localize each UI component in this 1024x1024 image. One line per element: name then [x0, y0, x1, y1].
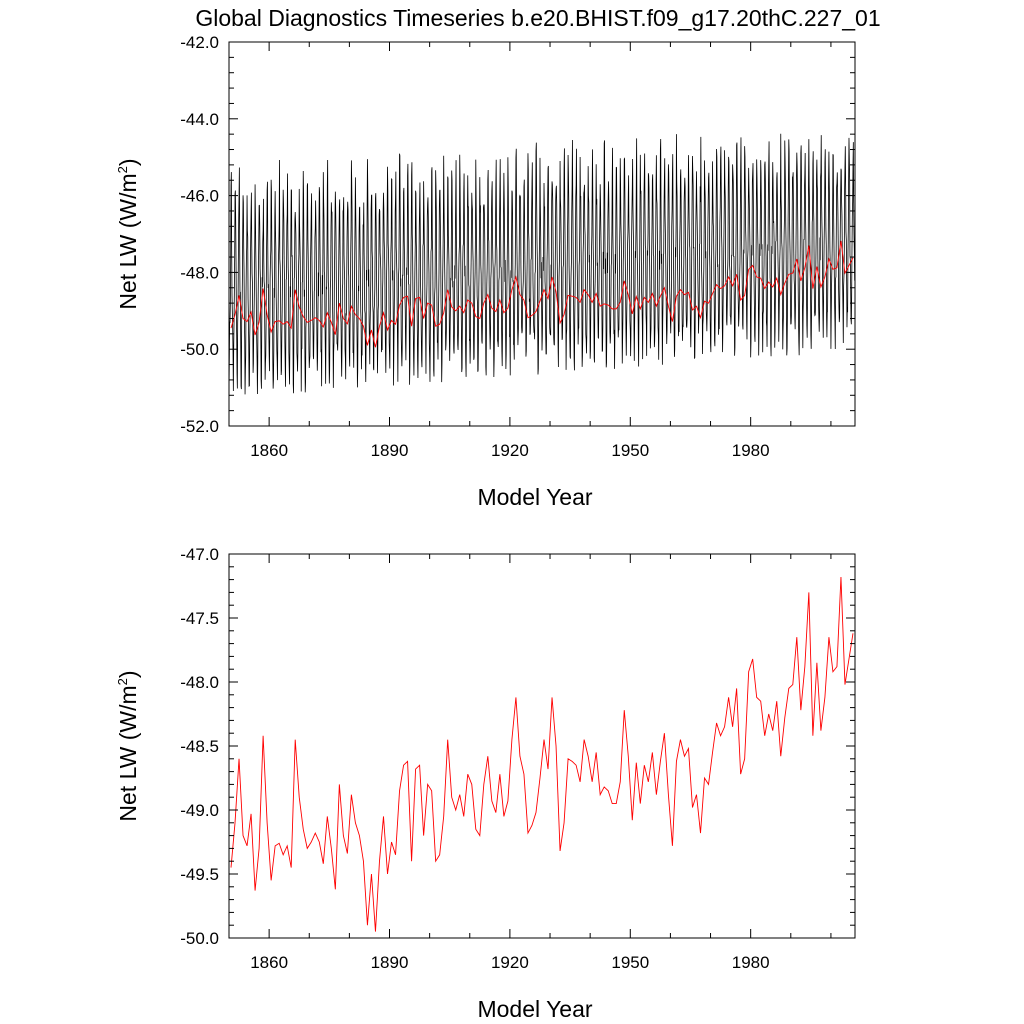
- x-tick-label: 1980: [732, 441, 770, 460]
- chart-panel-1: Model Year Net LW (W/m2) 1860 1890 1920 195…: [115, 33, 856, 510]
- y-tick-label: -48.0: [180, 673, 219, 692]
- x-tick-label: 1890: [371, 953, 409, 972]
- x-axis-label: Model Year: [477, 996, 592, 1022]
- x-tick-label: 1980: [732, 953, 770, 972]
- y-tick-label: -50.0: [180, 340, 219, 359]
- x-tick-label: 1860: [250, 953, 288, 972]
- series-line-monthly: [228, 133, 856, 395]
- x-tick-label: 1950: [611, 441, 649, 460]
- y-tick-label: -47.0: [180, 545, 219, 564]
- figure-title: Global Diagnostics Timeseries b.e20.BHIS…: [195, 5, 880, 31]
- plot-frame: [228, 41, 856, 427]
- plot-frame: [228, 553, 856, 939]
- y-tick-label: -44.0: [180, 110, 219, 129]
- x-axis-label: Model Year: [477, 484, 592, 510]
- y-tick-label: -46.0: [180, 187, 219, 206]
- x-tick-label: 1890: [371, 441, 409, 460]
- y-tick-label: -47.5: [180, 609, 219, 628]
- y-tick-label: -50.0: [180, 929, 219, 948]
- y-tick-label: -49.0: [180, 801, 219, 820]
- y-axis-label: Net LW (W/m2): [115, 670, 141, 821]
- chart-panel-2: Model Year Net LW (W/m2) 1860 1890 1920 195…: [115, 545, 856, 1022]
- x-tick-label: 1920: [491, 953, 529, 972]
- y-tick-label: -48.5: [180, 737, 219, 756]
- y-tick-label: -52.0: [180, 417, 219, 436]
- x-tick-label: 1860: [250, 441, 288, 460]
- series-line-annual: [230, 577, 854, 932]
- x-tick-label: 1920: [491, 441, 529, 460]
- y-tick-label: -48.0: [180, 263, 219, 282]
- y-axis-label: Net LW (W/m2): [115, 158, 141, 309]
- x-tick-label: 1950: [611, 953, 649, 972]
- y-tick-label: -49.5: [180, 865, 219, 884]
- series-line-annual: [230, 240, 854, 348]
- y-tick-label: -42.0: [180, 33, 219, 52]
